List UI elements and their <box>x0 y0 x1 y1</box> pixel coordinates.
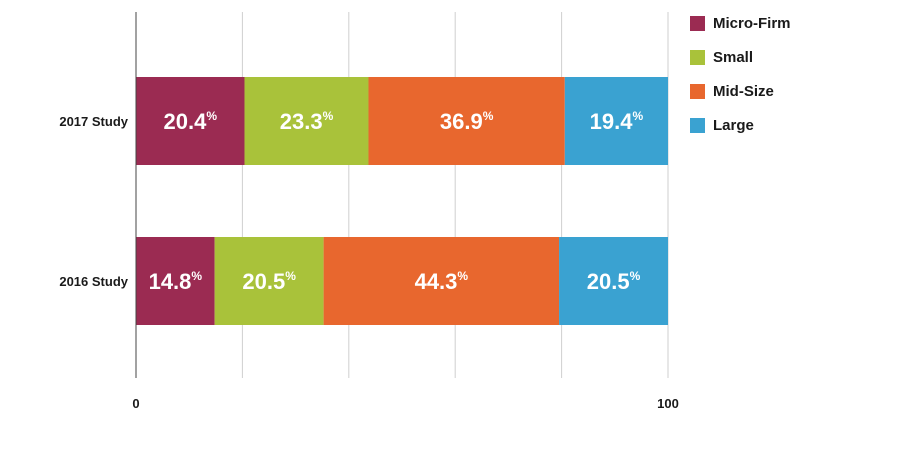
data-label: 23.3% <box>280 109 334 134</box>
x-tick-label: 100 <box>657 396 679 411</box>
bar-segment <box>214 237 324 325</box>
legend-swatch <box>690 15 705 31</box>
category-label: 2016 Study <box>59 274 128 289</box>
percent-sign: % <box>632 109 643 123</box>
legend-item: Small <box>690 46 791 68</box>
legend-item: Micro-Firm <box>690 12 791 34</box>
legend-label: Mid-Size <box>713 82 774 100</box>
bar-segment <box>244 77 369 165</box>
bar-segment <box>323 237 560 325</box>
legend-swatch <box>690 117 705 133</box>
legend-item: Large <box>690 114 791 136</box>
legend-label: Large <box>713 116 754 134</box>
x-tick-label: 0 <box>132 396 139 411</box>
legend-swatch <box>690 83 705 99</box>
legend-label: Micro-Firm <box>713 14 791 32</box>
percent-sign: % <box>483 109 494 123</box>
bar-segment <box>136 237 215 325</box>
percent-sign: % <box>630 269 641 283</box>
bar-segment <box>564 77 668 165</box>
percent-sign: % <box>191 269 202 283</box>
percent-sign: % <box>206 109 217 123</box>
legend: Micro-Firm Small Mid-Size Large <box>690 12 791 148</box>
legend-item: Mid-Size <box>690 80 791 102</box>
bar-segment <box>368 77 565 165</box>
legend-swatch <box>690 49 705 65</box>
bar-segment <box>136 77 245 165</box>
percent-sign: % <box>457 269 468 283</box>
legend-label: Small <box>713 48 754 66</box>
category-label: 2017 Study <box>59 114 128 129</box>
percent-sign: % <box>323 109 334 123</box>
percent-sign: % <box>285 269 296 283</box>
bar-segment <box>559 237 668 325</box>
